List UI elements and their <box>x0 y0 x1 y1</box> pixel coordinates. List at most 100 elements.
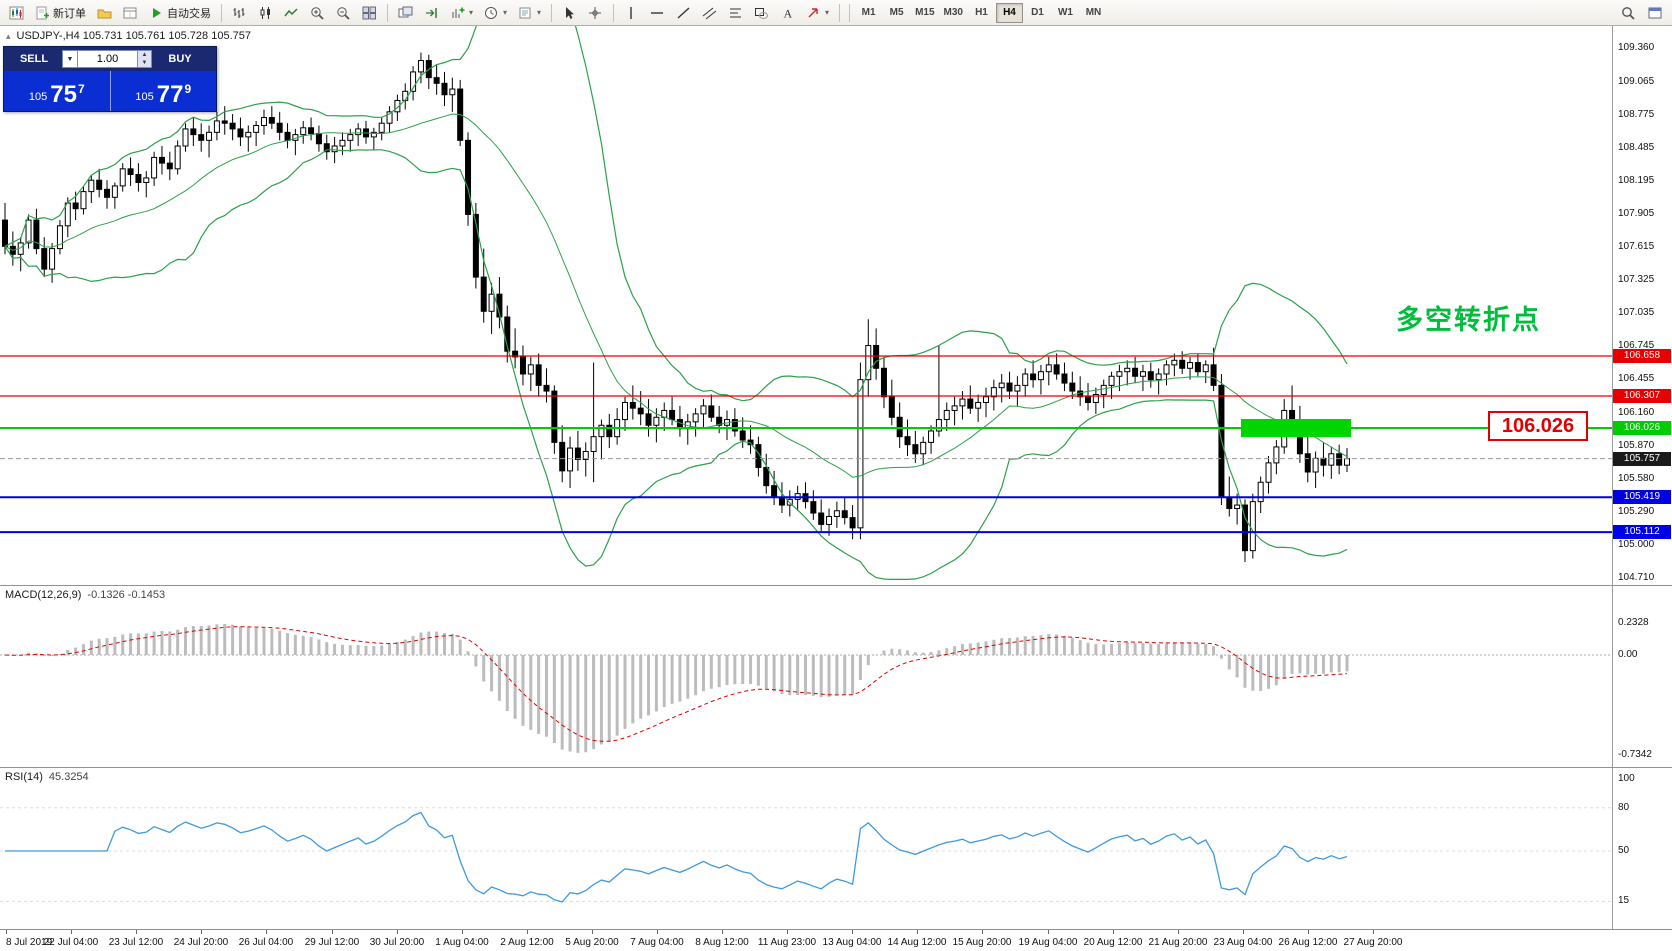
time-axis-label: 23 Jul 12:00 <box>108 937 164 948</box>
turning-point-annotation[interactable]: 多空转折点 <box>1396 305 1541 335</box>
bar-chart-icon[interactable] <box>227 2 252 24</box>
sell-price-small: 105 <box>28 91 48 103</box>
chevron-down-icon: ▾ <box>503 8 508 17</box>
volume-down-button[interactable]: ▼ <box>138 59 151 67</box>
rsi-canvas[interactable] <box>0 768 1612 929</box>
rsi-label: RSI(14) 45.3254 <box>5 771 89 783</box>
price-tag-106.026: 106.026 <box>1613 421 1671 435</box>
timeframe-m15[interactable]: M15 <box>915 7 935 18</box>
one-click-header: SELL ▼ ▲ ▼ BUY <box>4 47 216 71</box>
arrange-windows-icon[interactable] <box>393 2 418 24</box>
chart-ohlc-readout: ▴ USDJPY-,H4 105.731 105.761 105.728 105… <box>6 30 251 42</box>
time-tick <box>787 930 788 934</box>
toolbar-separator <box>613 3 615 22</box>
profiles-icon[interactable] <box>92 2 117 24</box>
fibonacci-icon[interactable] <box>723 2 748 24</box>
zoom-out-icon[interactable] <box>331 2 356 24</box>
timeframe-d1[interactable]: D1 <box>1031 7 1044 18</box>
new-order-button[interactable]: 新订单 <box>30 2 91 24</box>
timeframe-w1[interactable]: W1 <box>1057 7 1073 18</box>
rsi-title: RSI(14) <box>5 771 43 783</box>
panel-splitter[interactable] <box>0 767 1672 768</box>
timeframe-m30[interactable]: M30 <box>943 7 963 18</box>
macd-canvas[interactable] <box>0 586 1612 767</box>
time-axis-label: 1 Aug 04:00 <box>435 937 489 948</box>
price-axis-label: 105.870 <box>1618 439 1655 451</box>
price-axis-label: 106.160 <box>1618 406 1655 418</box>
time-axis[interactable]: 8 Jul 2019 22 Jul 04:00 23 Jul 12:00 24 Jul… <box>0 930 1672 951</box>
time-tick <box>917 930 918 934</box>
channel-icon[interactable] <box>697 2 722 24</box>
timeframe-mn[interactable]: MN <box>1085 7 1102 18</box>
volume-dropdown-button[interactable]: ▼ <box>62 50 78 68</box>
horizontal-line-icon[interactable] <box>645 2 670 24</box>
macd-axis-label: -0.7342 <box>1618 748 1652 760</box>
line-chart-icon[interactable] <box>279 2 304 24</box>
buy-button[interactable]: BUY <box>168 53 192 65</box>
zoom-in-icon[interactable] <box>305 2 330 24</box>
crosshair-icon[interactable] <box>583 2 608 24</box>
data-window-icon[interactable] <box>118 2 143 24</box>
volume-input[interactable] <box>78 50 138 68</box>
price-axis-label: 107.325 <box>1618 273 1655 285</box>
cursor-icon[interactable] <box>557 2 582 24</box>
periods-icon[interactable]: ▾ <box>479 2 512 24</box>
buy-price-small: 105 <box>135 91 154 103</box>
volume-up-button[interactable]: ▲ <box>138 51 151 59</box>
text-icon[interactable]: A <box>775 2 800 24</box>
autotrading-button[interactable]: 自动交易 <box>144 2 216 24</box>
price-chart-panel[interactable]: ▴ USDJPY-,H4 105.731 105.761 105.728 105… <box>0 26 1672 585</box>
tile-windows-icon[interactable] <box>357 2 382 24</box>
one-click-collapse-icon[interactable]: ▴ <box>6 30 11 41</box>
volume-stepper: ▲ ▼ <box>138 50 152 68</box>
panel-splitter[interactable] <box>0 929 1672 930</box>
timeframe-m1[interactable]: M1 <box>861 7 876 18</box>
sell-price-sup: 7 <box>77 82 85 96</box>
one-click-prices: 105 75 7 105 77 9 <box>4 71 216 111</box>
new-window-icon[interactable] <box>1643 2 1668 24</box>
price-axis-label: 106.455 <box>1618 373 1655 385</box>
price-scale-separator <box>1612 26 1613 930</box>
arrow-objects-icon[interactable]: ▾ <box>801 2 834 24</box>
time-axis-label: 8 Aug 12:00 <box>695 937 749 948</box>
candlestick-chart-icon[interactable] <box>253 2 278 24</box>
search-icon[interactable] <box>1616 2 1641 24</box>
time-axis-label: 7 Aug 04:00 <box>630 937 684 948</box>
price-axis-label: 105.290 <box>1618 505 1655 517</box>
shapes-icon[interactable] <box>749 2 774 24</box>
macd-label: MACD(12,26,9) -0.1326 -0.1453 <box>5 589 165 601</box>
time-tick <box>71 930 72 934</box>
price-axis-label: 104.710 <box>1618 572 1655 583</box>
rsi-axis-label: 50 <box>1618 845 1630 856</box>
sell-button[interactable]: SELL <box>19 53 49 65</box>
time-axis-label: 29 Jul 12:00 <box>304 937 360 948</box>
chevron-down-icon: ▾ <box>469 8 474 17</box>
timeframe-h1[interactable]: H1 <box>975 7 988 18</box>
price-callout-label[interactable]: 106.026 <box>1488 411 1588 441</box>
price-axis-label: 107.035 <box>1618 307 1655 318</box>
autotrading-button-label: 自动交易 <box>167 7 211 20</box>
panel-splitter[interactable] <box>0 585 1672 586</box>
support-zone-rectangle[interactable] <box>1240 419 1351 438</box>
rsi-panel[interactable]: RSI(14) 45.3254 100 80 50 15 <box>0 768 1672 929</box>
trendline-icon[interactable] <box>671 2 696 24</box>
templates-icon[interactable]: ▾ <box>513 2 546 24</box>
price-chart-canvas[interactable] <box>0 26 1612 585</box>
time-axis-label: 21 Aug 20:00 <box>1148 937 1208 948</box>
price-axis-label: 105.000 <box>1618 538 1655 550</box>
macd-panel[interactable]: MACD(12,26,9) -0.1326 -0.1453 0.2328 0.00… <box>0 586 1672 767</box>
toolbar: 新订单 自动交易 ▾ ▾ ▾ A ▾ M1 M5 M15 M30 H1 H4 D1 W1 MN <box>0 0 1672 26</box>
svg-text:A: A <box>784 6 793 20</box>
time-axis-label: 8 Jul 2019 <box>6 937 53 948</box>
chart-window-icon[interactable] <box>4 2 29 24</box>
sell-price-button[interactable]: 105 75 7 <box>4 71 111 111</box>
auto-scroll-icon[interactable] <box>419 2 444 24</box>
timeframe-h4[interactable]: H4 <box>995 2 1023 23</box>
timeframe-m5[interactable]: M5 <box>889 7 904 18</box>
buy-price-button[interactable]: 105 77 9 <box>111 71 217 111</box>
indicators-icon[interactable]: ▾ <box>445 2 478 24</box>
time-tick <box>722 930 723 934</box>
time-axis-label: 2 Aug 12:00 <box>500 937 554 948</box>
vertical-line-icon[interactable] <box>619 2 644 24</box>
